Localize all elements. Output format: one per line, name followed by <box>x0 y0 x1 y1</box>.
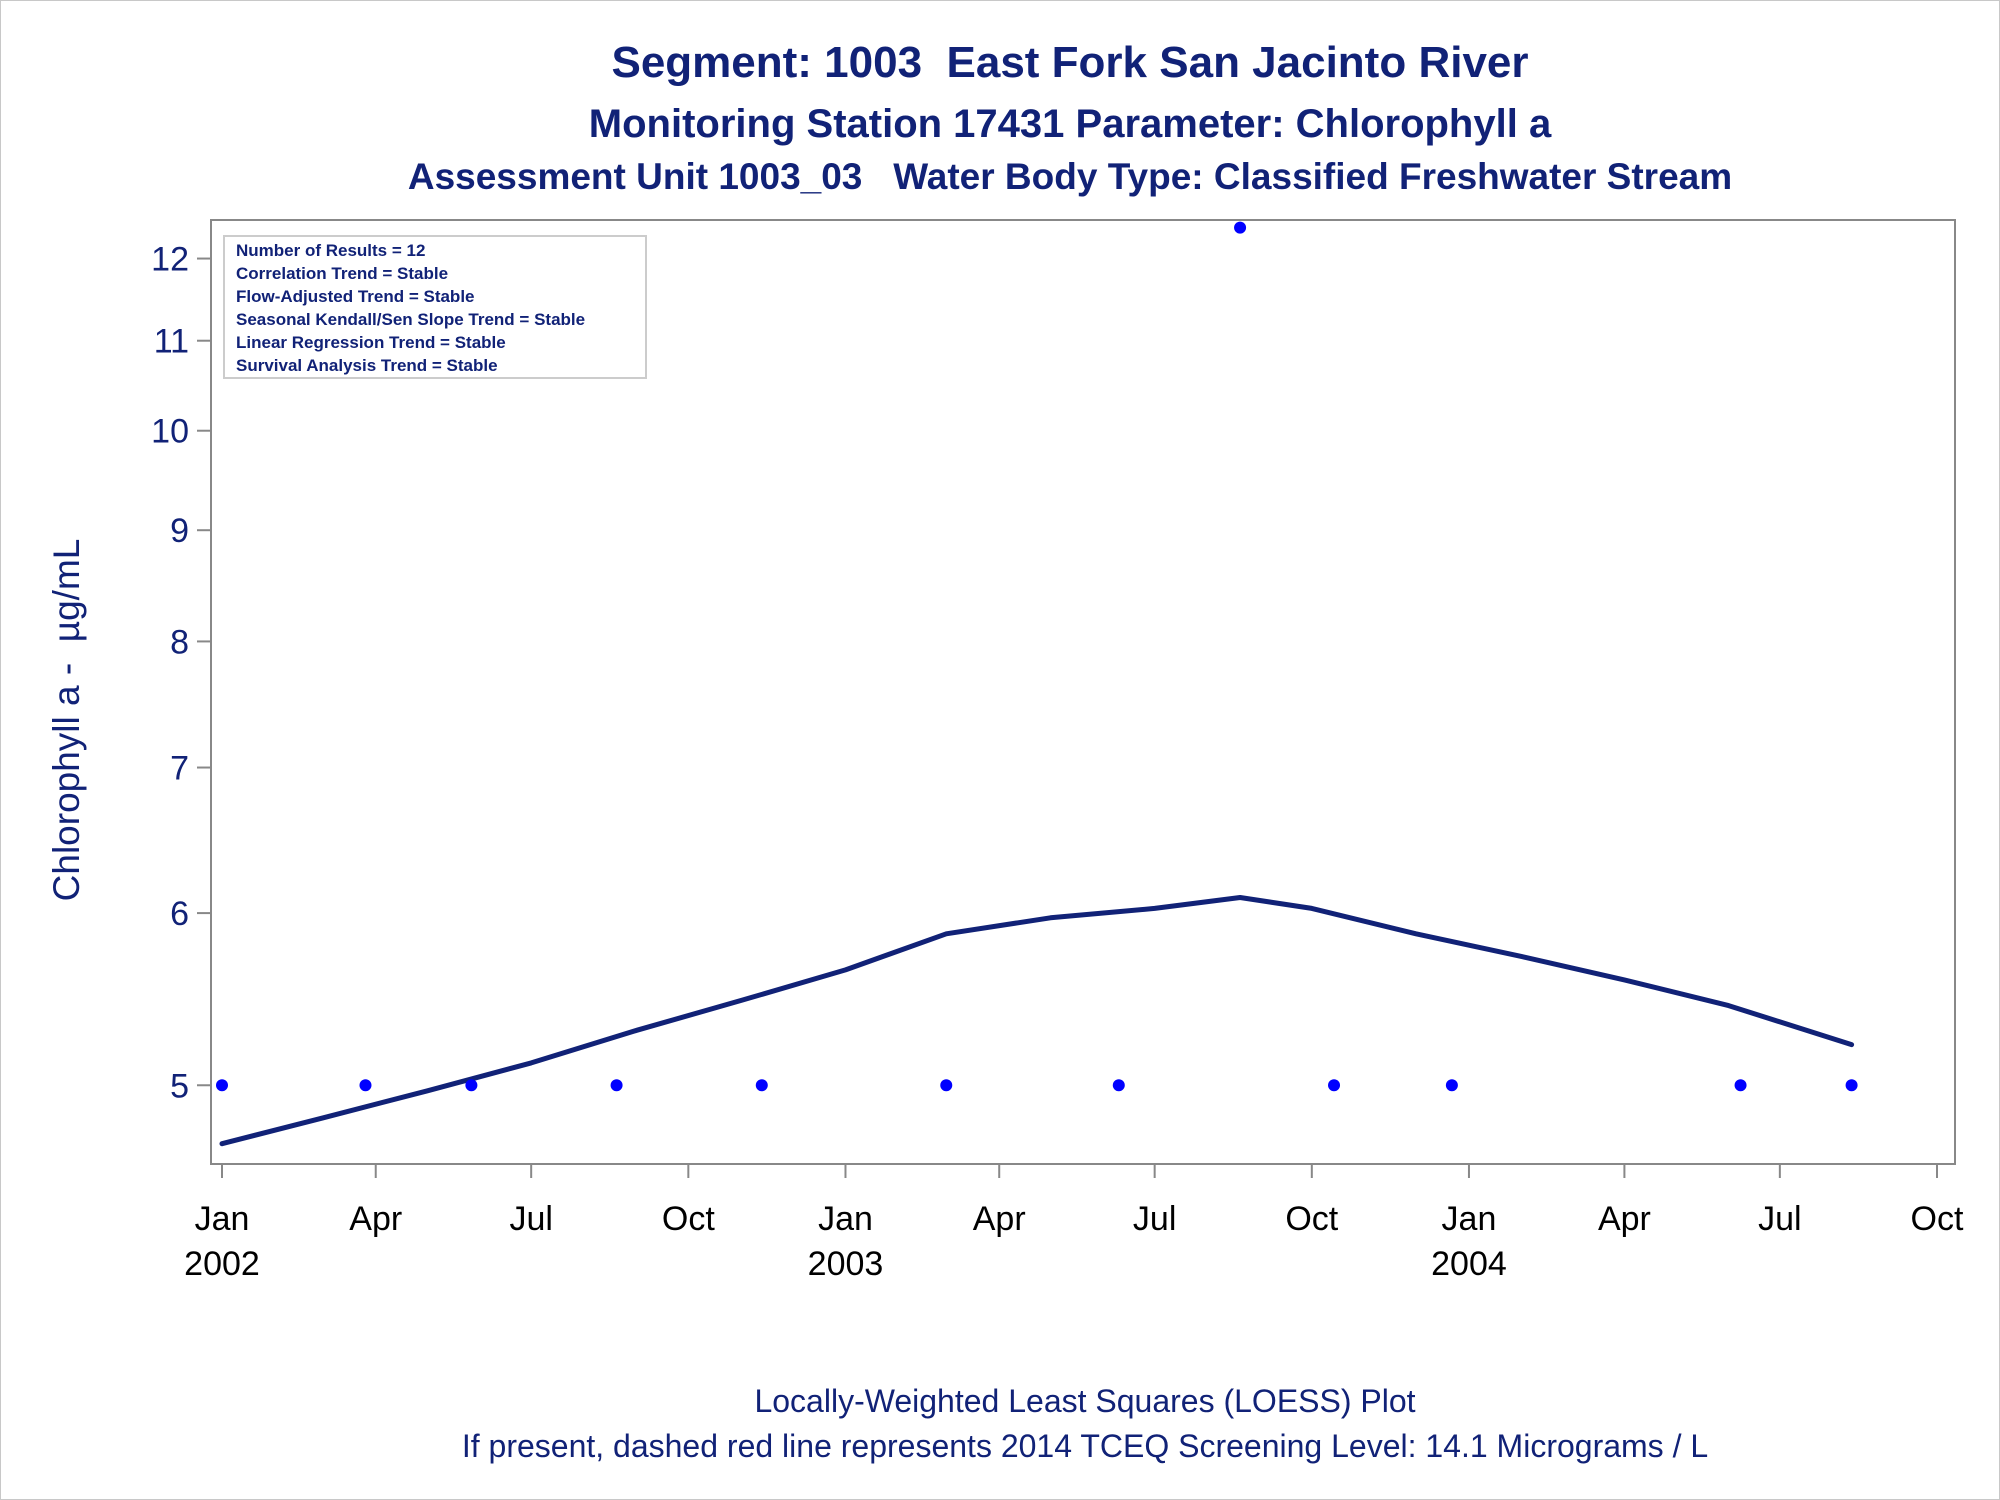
y-axis: 5 6 7 8 9 10 11 12 <box>151 241 211 1105</box>
x-tick-label: Apr <box>1598 1200 1651 1238</box>
footer-screening-note: If present, dashed red line represents 2… <box>461 1428 1709 1464</box>
y-tick-label: 10 <box>151 413 189 451</box>
x-tick-label: Jan <box>818 1200 873 1238</box>
footer-method-note: Locally-Weighted Least Squares (LOESS) P… <box>754 1383 1416 1419</box>
data-point <box>940 1079 953 1092</box>
legend-line-flow-adjusted: Flow-Adjusted Trend = Stable <box>236 287 475 306</box>
x-tick-year-label: 2004 <box>1431 1245 1507 1283</box>
x-tick-label: Apr <box>349 1200 402 1238</box>
x-tick-label: Apr <box>973 1200 1026 1238</box>
loess-line <box>219 895 1855 1147</box>
legend-border <box>223 235 647 379</box>
legend-line-results: Number of Results = 12 <box>236 241 425 260</box>
legend-line-survival: Survival Analysis Trend = Stable <box>236 356 498 375</box>
legend-box: Number of Results = 12 Correlation Trend… <box>223 235 647 379</box>
chart-subtitle-station: Monitoring Station 17431 Parameter: Chlo… <box>588 102 1552 146</box>
chart-title: Segment: 1003 East Fork San Jacinto Rive… <box>611 38 1529 87</box>
y-tick-label: 5 <box>170 1067 189 1105</box>
data-point <box>1112 1079 1125 1092</box>
data-point <box>1234 221 1247 234</box>
legend-line-seasonal-kendall: Seasonal Kendall/Sen Slope Trend = Stabl… <box>236 310 585 329</box>
y-tick-label: 11 <box>154 323 189 361</box>
data-point <box>1445 1079 1458 1092</box>
y-tick-label: 7 <box>170 750 189 788</box>
y-tick-label: 12 <box>151 241 189 279</box>
x-tick-label: Jan <box>195 1200 250 1238</box>
chart-subtitle-assessment: Assessment Unit 1003_03 Water Body Type:… <box>407 156 1733 197</box>
x-tick-label: Oct <box>1911 1200 1964 1238</box>
x-tick-label: Jan <box>1442 1200 1497 1238</box>
data-point <box>216 1079 228 1092</box>
x-axis: Jan 2002 Apr Jul Oct Jan 2003 Apr Jul Oct Jan 2004 A… <box>184 1164 1964 1283</box>
data-point <box>610 1079 623 1092</box>
y-tick-label: 6 <box>170 895 189 933</box>
plot-area <box>210 219 1956 1165</box>
data-point <box>755 1079 768 1092</box>
x-tick-label: Jul <box>509 1200 552 1238</box>
x-tick-label: Jul <box>1758 1200 1801 1238</box>
series-layer <box>216 221 1858 1147</box>
legend-line-linear-regression: Linear Regression Trend = Stable <box>236 333 506 352</box>
x-tick-label: Oct <box>662 1200 715 1238</box>
data-point <box>359 1079 372 1092</box>
data-point <box>1328 1079 1341 1092</box>
x-tick-year-label: 2002 <box>184 1245 260 1283</box>
legend-line-correlation: Correlation Trend = Stable <box>236 264 448 283</box>
data-point <box>465 1079 478 1092</box>
y-tick-label: 9 <box>170 512 189 550</box>
x-tick-label: Jul <box>1133 1200 1176 1238</box>
x-tick-label: Oct <box>1285 1200 1338 1238</box>
data-point <box>1845 1079 1858 1092</box>
data-point <box>1734 1079 1747 1092</box>
y-tick-label: 8 <box>170 623 189 661</box>
x-tick-year-label: 2003 <box>808 1245 884 1283</box>
